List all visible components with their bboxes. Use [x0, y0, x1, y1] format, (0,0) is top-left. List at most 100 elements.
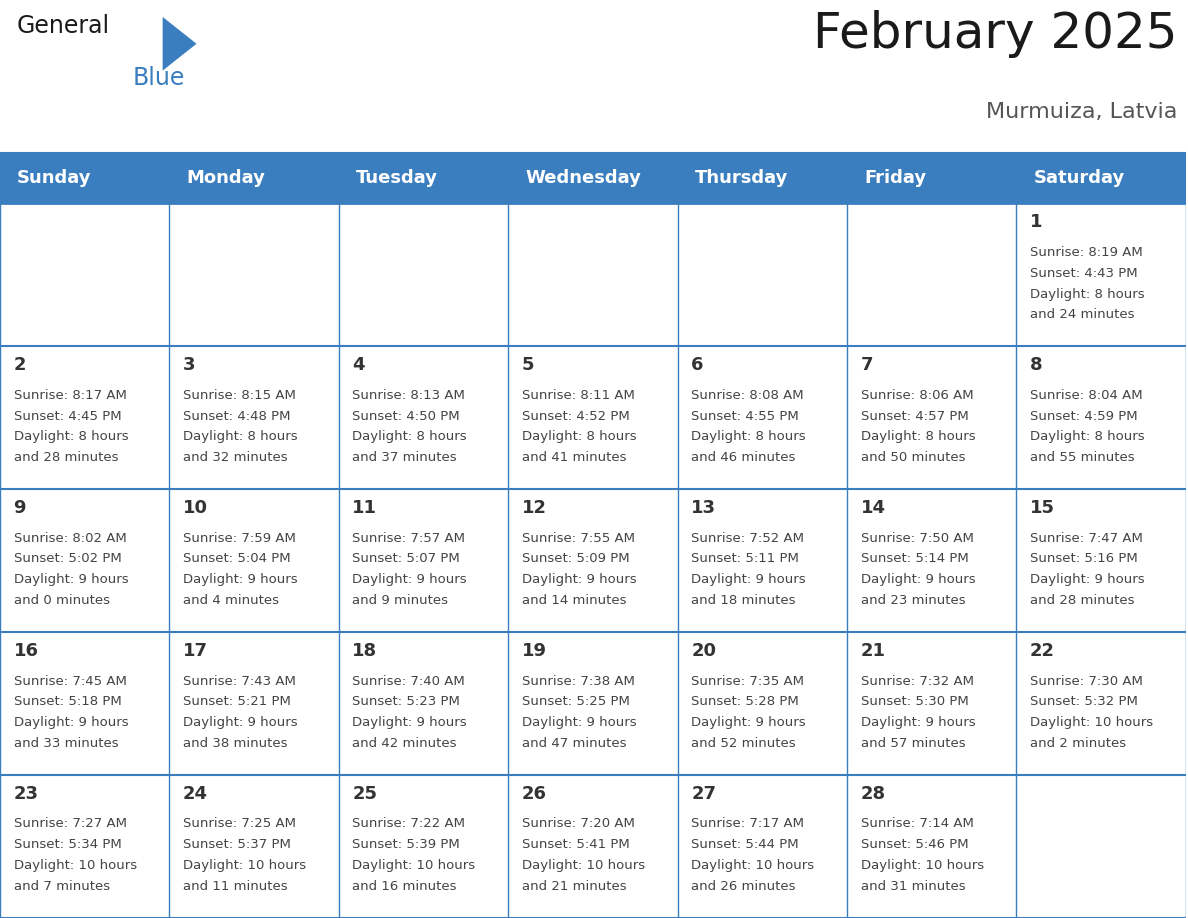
Text: Daylight: 9 hours: Daylight: 9 hours: [691, 574, 805, 587]
Text: and 57 minutes: and 57 minutes: [860, 737, 965, 750]
Text: Daylight: 9 hours: Daylight: 9 hours: [522, 716, 637, 729]
Bar: [677, 204, 847, 346]
Text: Sunset: 5:14 PM: Sunset: 5:14 PM: [860, 553, 968, 565]
Bar: [677, 346, 847, 489]
Bar: [0, 152, 1186, 204]
Text: Sunrise: 7:25 AM: Sunrise: 7:25 AM: [183, 817, 296, 831]
Text: Sunset: 4:52 PM: Sunset: 4:52 PM: [522, 409, 630, 422]
Text: Saturday: Saturday: [1034, 169, 1125, 187]
Text: Sunrise: 8:13 AM: Sunrise: 8:13 AM: [353, 388, 466, 402]
Text: Sunrise: 8:11 AM: Sunrise: 8:11 AM: [522, 388, 634, 402]
Text: 13: 13: [691, 499, 716, 517]
Text: and 9 minutes: and 9 minutes: [353, 594, 448, 608]
Bar: [677, 775, 847, 918]
Text: Sunset: 4:43 PM: Sunset: 4:43 PM: [1030, 266, 1138, 280]
Text: Sunrise: 7:47 AM: Sunrise: 7:47 AM: [1030, 532, 1143, 544]
Text: and 2 minutes: and 2 minutes: [1030, 737, 1126, 750]
Text: Daylight: 9 hours: Daylight: 9 hours: [1030, 574, 1145, 587]
Bar: [170, 204, 339, 346]
Text: Daylight: 9 hours: Daylight: 9 hours: [13, 716, 128, 729]
Text: 12: 12: [522, 499, 546, 517]
Text: Sunrise: 8:19 AM: Sunrise: 8:19 AM: [1030, 246, 1143, 259]
Text: and 28 minutes: and 28 minutes: [13, 452, 118, 465]
Text: Sunrise: 7:17 AM: Sunrise: 7:17 AM: [691, 817, 804, 831]
Text: Sunset: 5:41 PM: Sunset: 5:41 PM: [522, 838, 630, 851]
Bar: [170, 346, 339, 489]
Text: Sunset: 4:55 PM: Sunset: 4:55 PM: [691, 409, 800, 422]
Text: and 47 minutes: and 47 minutes: [522, 737, 626, 750]
Text: 18: 18: [353, 642, 378, 660]
Text: 26: 26: [522, 785, 546, 803]
Text: Sunrise: 7:57 AM: Sunrise: 7:57 AM: [353, 532, 466, 544]
Bar: [508, 633, 677, 775]
Bar: [847, 204, 1017, 346]
Bar: [677, 633, 847, 775]
Bar: [1017, 346, 1186, 489]
Text: Daylight: 10 hours: Daylight: 10 hours: [691, 859, 814, 872]
Text: Murmuiza, Latvia: Murmuiza, Latvia: [986, 102, 1177, 122]
Bar: [0, 633, 170, 775]
Text: 21: 21: [860, 642, 885, 660]
Text: Sunset: 5:18 PM: Sunset: 5:18 PM: [13, 696, 121, 709]
Text: Sunset: 5:09 PM: Sunset: 5:09 PM: [522, 553, 630, 565]
Text: Sunrise: 7:14 AM: Sunrise: 7:14 AM: [860, 817, 973, 831]
Text: 22: 22: [1030, 642, 1055, 660]
Bar: [339, 346, 508, 489]
Text: Sunrise: 8:08 AM: Sunrise: 8:08 AM: [691, 388, 804, 402]
Text: Sunset: 5:02 PM: Sunset: 5:02 PM: [13, 553, 121, 565]
Text: and 24 minutes: and 24 minutes: [1030, 308, 1135, 321]
Text: Daylight: 8 hours: Daylight: 8 hours: [860, 431, 975, 443]
Text: and 41 minutes: and 41 minutes: [522, 452, 626, 465]
Text: and 0 minutes: and 0 minutes: [13, 594, 109, 608]
Text: Sunset: 4:59 PM: Sunset: 4:59 PM: [1030, 409, 1138, 422]
Text: Daylight: 8 hours: Daylight: 8 hours: [522, 431, 637, 443]
Bar: [170, 489, 339, 633]
Text: Daylight: 9 hours: Daylight: 9 hours: [353, 574, 467, 587]
Bar: [508, 346, 677, 489]
Text: Sunrise: 7:45 AM: Sunrise: 7:45 AM: [13, 675, 126, 688]
Text: Sunrise: 7:32 AM: Sunrise: 7:32 AM: [860, 675, 974, 688]
Polygon shape: [163, 17, 196, 71]
Text: Daylight: 10 hours: Daylight: 10 hours: [522, 859, 645, 872]
Text: and 14 minutes: and 14 minutes: [522, 594, 626, 608]
Text: Sunrise: 7:59 AM: Sunrise: 7:59 AM: [183, 532, 296, 544]
Bar: [1017, 633, 1186, 775]
Text: 2: 2: [13, 356, 26, 375]
Bar: [677, 489, 847, 633]
Text: and 16 minutes: and 16 minutes: [353, 880, 457, 893]
Bar: [508, 775, 677, 918]
Text: Sunset: 5:32 PM: Sunset: 5:32 PM: [1030, 696, 1138, 709]
Text: Sunrise: 8:04 AM: Sunrise: 8:04 AM: [1030, 388, 1143, 402]
Text: 11: 11: [353, 499, 378, 517]
Text: Sunrise: 7:38 AM: Sunrise: 7:38 AM: [522, 675, 634, 688]
Text: 9: 9: [13, 499, 26, 517]
Text: Sunrise: 8:15 AM: Sunrise: 8:15 AM: [183, 388, 296, 402]
Text: Sunset: 5:46 PM: Sunset: 5:46 PM: [860, 838, 968, 851]
Text: Monday: Monday: [187, 169, 265, 187]
Bar: [339, 633, 508, 775]
Text: and 18 minutes: and 18 minutes: [691, 594, 796, 608]
Text: Sunset: 5:07 PM: Sunset: 5:07 PM: [353, 553, 460, 565]
Text: Sunset: 4:48 PM: Sunset: 4:48 PM: [183, 409, 290, 422]
Text: General: General: [17, 14, 110, 39]
Text: and 11 minutes: and 11 minutes: [183, 880, 287, 893]
Text: Daylight: 8 hours: Daylight: 8 hours: [691, 431, 805, 443]
Text: Sunrise: 7:50 AM: Sunrise: 7:50 AM: [860, 532, 973, 544]
Bar: [170, 633, 339, 775]
Text: Sunrise: 8:06 AM: Sunrise: 8:06 AM: [860, 388, 973, 402]
Text: Daylight: 8 hours: Daylight: 8 hours: [183, 431, 297, 443]
Text: Sunrise: 7:52 AM: Sunrise: 7:52 AM: [691, 532, 804, 544]
Text: Sunset: 5:30 PM: Sunset: 5:30 PM: [860, 696, 968, 709]
Text: 7: 7: [860, 356, 873, 375]
Text: Sunrise: 7:35 AM: Sunrise: 7:35 AM: [691, 675, 804, 688]
Text: Daylight: 9 hours: Daylight: 9 hours: [860, 716, 975, 729]
Bar: [339, 775, 508, 918]
Text: 28: 28: [860, 785, 886, 803]
Bar: [847, 489, 1017, 633]
Text: and 37 minutes: and 37 minutes: [353, 452, 457, 465]
Text: Sunset: 5:44 PM: Sunset: 5:44 PM: [691, 838, 798, 851]
Text: Sunset: 5:39 PM: Sunset: 5:39 PM: [353, 838, 460, 851]
Bar: [1017, 204, 1186, 346]
Bar: [0, 204, 170, 346]
Text: and 31 minutes: and 31 minutes: [860, 880, 965, 893]
